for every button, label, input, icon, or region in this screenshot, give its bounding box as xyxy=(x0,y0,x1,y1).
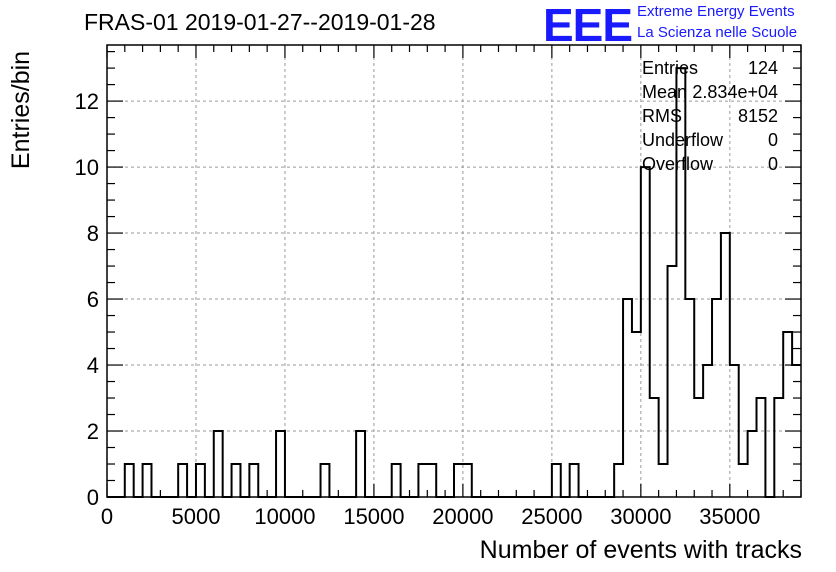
y-tick-label: 4 xyxy=(87,353,99,378)
y-tick-label: 10 xyxy=(75,155,99,180)
x-tick-label: 15000 xyxy=(343,504,404,529)
stat-value: 0 xyxy=(767,130,778,150)
stats-box: Entries 124 Mean 2.834e+04 RMS 8152 Unde… xyxy=(640,58,780,178)
stat-label: Mean xyxy=(642,82,688,102)
stat-row-rms: RMS 8152 xyxy=(640,106,780,130)
stat-label: Overflow xyxy=(642,154,714,174)
chart-title: FRAS-01 2019-01-27--2019-01-28 xyxy=(84,9,436,35)
logo-line-1: Extreme Energy Events xyxy=(637,3,795,20)
stat-label: RMS xyxy=(642,106,682,126)
y-tick-label: 6 xyxy=(87,287,99,312)
axis-ticks xyxy=(106,45,802,498)
stat-value: 0 xyxy=(767,154,778,174)
eee-logo: EEE xyxy=(543,0,633,51)
x-tick-label: 0 xyxy=(101,504,113,529)
y-axis-label: Entries/bin xyxy=(7,50,35,170)
stat-row-entries: Entries 124 xyxy=(640,58,780,82)
stat-row-mean: Mean 2.834e+04 xyxy=(640,82,780,106)
stat-value: 124 xyxy=(747,58,778,78)
x-tick-label: 10000 xyxy=(254,504,315,529)
y-tick-label: 0 xyxy=(87,485,99,510)
logo-line-2: La Scienza nelle Scuole xyxy=(637,24,798,41)
stat-row-overflow: Overflow 0 xyxy=(640,154,780,178)
stat-value: 2.834e+04 xyxy=(692,82,778,102)
x-tick-label: 20000 xyxy=(432,504,493,529)
stat-label: Underflow xyxy=(642,130,724,150)
y-tick-labels: 0 2 4 6 8 10 12 xyxy=(75,89,99,510)
x-tick-label: 25000 xyxy=(521,504,582,529)
x-tick-label: 5000 xyxy=(171,504,220,529)
x-tick-label: 35000 xyxy=(699,504,760,529)
x-tick-labels: 0 5000 10000 15000 20000 25000 30000 35000 xyxy=(101,504,761,529)
y-tick-label: 12 xyxy=(75,89,99,114)
histogram-line xyxy=(107,67,801,498)
plot-frame xyxy=(106,44,802,498)
stat-value: 8152 xyxy=(737,106,778,126)
y-tick-label: 2 xyxy=(87,419,99,444)
stat-label: Entries xyxy=(642,58,699,78)
x-axis-label: Number of events with tracks xyxy=(479,536,802,564)
y-tick-label: 8 xyxy=(87,221,99,246)
x-tick-label: 30000 xyxy=(610,504,671,529)
stat-row-underflow: Underflow 0 xyxy=(640,130,780,154)
